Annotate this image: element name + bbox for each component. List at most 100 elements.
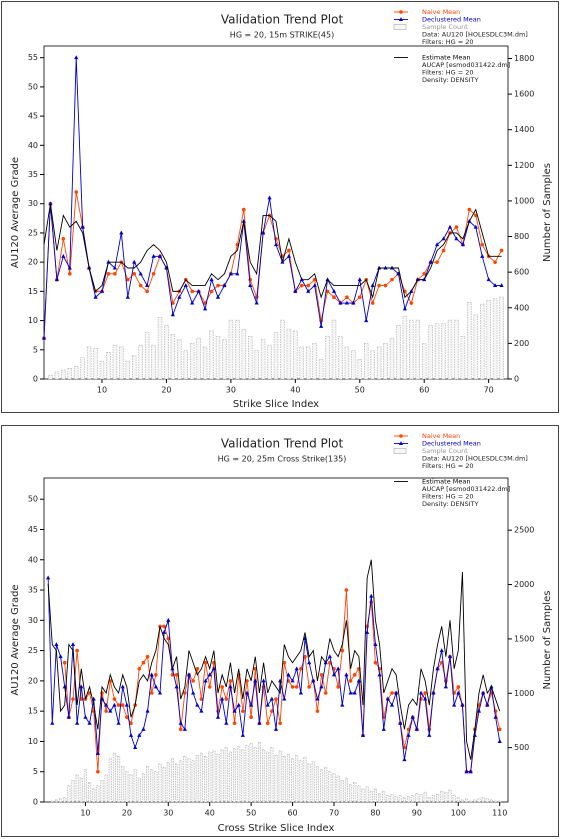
point-marker (345, 295, 349, 300)
point-marker (435, 260, 439, 264)
x-tick-label: 20 (122, 809, 132, 818)
point-marker (456, 685, 461, 689)
point-marker (241, 207, 246, 212)
point-marker (402, 306, 407, 311)
point-marker (497, 727, 502, 732)
point-marker (327, 654, 332, 659)
point-marker (125, 715, 129, 720)
point-marker (351, 300, 356, 305)
point-marker (125, 294, 130, 299)
count-bar (212, 750, 216, 803)
count-bar (179, 760, 183, 803)
point-marker (348, 690, 353, 695)
count-bar (170, 334, 176, 380)
point-marker (254, 300, 259, 305)
y-axis-label: AU120 Average Grade (10, 584, 21, 695)
point-marker (128, 732, 134, 737)
x-tick-label: 80 (370, 809, 380, 818)
point-marker (493, 283, 498, 288)
point-marker (112, 702, 117, 707)
y-tick-label: 15 (28, 287, 38, 296)
point-marker (151, 272, 156, 276)
point-marker (145, 708, 150, 713)
y2-tick-label: 1500 (514, 634, 534, 643)
count-bar (151, 344, 156, 380)
point-marker (166, 636, 171, 641)
y-tick-label: 10 (28, 316, 38, 325)
point-marker (472, 732, 477, 737)
point-marker (120, 684, 125, 689)
count-bar (235, 319, 240, 380)
count-bar (158, 763, 162, 803)
count-bar (312, 343, 317, 380)
point-marker (315, 709, 320, 713)
count-bar (357, 359, 363, 380)
count-bar (280, 319, 285, 380)
point-marker (409, 301, 414, 305)
point-marker (232, 721, 237, 726)
count-bar (183, 756, 187, 803)
point-marker (190, 289, 195, 294)
count-bar (419, 794, 423, 803)
legend-note: Filters: HG = 20 (422, 69, 474, 77)
point-marker (422, 272, 427, 276)
count-bar (386, 795, 390, 803)
point-marker (319, 684, 324, 689)
point-marker (93, 294, 98, 299)
count-bar (303, 757, 307, 803)
point-marker (319, 673, 324, 677)
y2-tick-label: 500 (514, 743, 529, 752)
point-marker (112, 697, 117, 701)
y2-tick-label: 2500 (514, 526, 534, 535)
count-bar (324, 766, 328, 803)
point-marker (323, 691, 328, 695)
point-marker (452, 702, 457, 707)
count-bar (108, 758, 112, 803)
y-tick-label: 15 (28, 707, 38, 716)
count-bar (88, 782, 92, 803)
count-bar (499, 296, 504, 380)
point-marker (104, 702, 109, 707)
count-bar (119, 346, 124, 380)
point-marker (228, 271, 233, 276)
count-bar (440, 790, 444, 803)
point-marker (369, 593, 374, 598)
count-bar (164, 325, 169, 380)
point-marker (315, 696, 320, 701)
point-marker (46, 575, 51, 580)
count-bar (112, 752, 116, 803)
y-tick-label: 55 (28, 53, 38, 62)
count-bar (177, 339, 182, 380)
count-bar (274, 754, 278, 803)
y2-tick-label: 400 (514, 303, 529, 312)
count-bar (209, 330, 214, 380)
point-marker (96, 769, 100, 774)
point-marker (306, 283, 311, 288)
point-marker (340, 648, 345, 653)
point-marker (290, 678, 295, 683)
count-bar (220, 749, 224, 803)
count-bar (427, 797, 431, 803)
count-bar (278, 750, 282, 803)
point-marker (151, 253, 156, 258)
count-bar (260, 339, 266, 380)
y-axis-label: AU120 Average Grade (10, 157, 21, 268)
x-tick-label: 60 (287, 809, 297, 818)
count-bar (469, 800, 473, 803)
point-marker (485, 702, 490, 707)
count-bar (369, 790, 373, 803)
count-bar (498, 800, 502, 803)
count-bar (448, 789, 452, 803)
point-marker (116, 703, 121, 707)
point-marker (241, 709, 245, 713)
count-bar (492, 298, 498, 380)
point-marker (356, 678, 361, 683)
point-marker (67, 272, 72, 276)
count-bar (175, 763, 179, 803)
point-marker (377, 672, 382, 677)
count-bar (125, 360, 131, 380)
point-marker (95, 751, 100, 756)
legend-note: Filters: HG = 20 (422, 493, 474, 501)
point-marker (125, 277, 130, 282)
